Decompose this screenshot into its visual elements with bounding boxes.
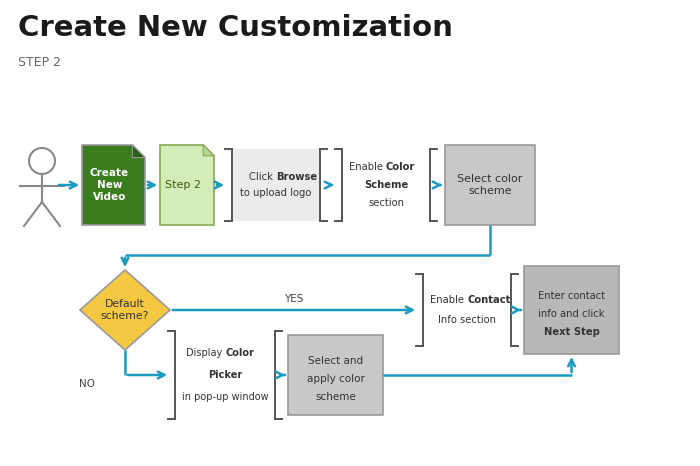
Text: Create New Customization: Create New Customization bbox=[18, 14, 453, 42]
Polygon shape bbox=[160, 145, 214, 225]
FancyBboxPatch shape bbox=[445, 145, 535, 225]
Text: Select and: Select and bbox=[308, 356, 363, 366]
Polygon shape bbox=[132, 145, 145, 158]
Text: NO: NO bbox=[79, 379, 95, 389]
Text: Default
scheme?: Default scheme? bbox=[101, 299, 149, 321]
Text: YES: YES bbox=[284, 294, 304, 304]
Text: Enable: Enable bbox=[430, 295, 467, 305]
Text: section: section bbox=[368, 198, 404, 208]
Text: Next Step: Next Step bbox=[544, 327, 599, 337]
Text: Color: Color bbox=[386, 162, 415, 172]
Text: Click: Click bbox=[249, 172, 276, 182]
Polygon shape bbox=[203, 145, 214, 156]
Text: Enter contact: Enter contact bbox=[538, 291, 605, 301]
Text: apply color: apply color bbox=[307, 374, 365, 384]
FancyBboxPatch shape bbox=[288, 335, 383, 415]
Text: Display: Display bbox=[186, 348, 225, 358]
Polygon shape bbox=[80, 270, 170, 350]
FancyBboxPatch shape bbox=[342, 149, 430, 221]
Text: STEP 2: STEP 2 bbox=[18, 56, 61, 69]
Text: Contact: Contact bbox=[467, 295, 510, 305]
Text: Color: Color bbox=[225, 348, 254, 358]
Text: Enable: Enable bbox=[349, 162, 386, 172]
Text: in pop-up window: in pop-up window bbox=[182, 392, 268, 402]
Text: info and click: info and click bbox=[538, 309, 605, 319]
Text: scheme: scheme bbox=[315, 392, 356, 402]
Text: Scheme: Scheme bbox=[364, 180, 408, 190]
Text: Select color
scheme: Select color scheme bbox=[457, 174, 523, 196]
FancyBboxPatch shape bbox=[175, 331, 275, 419]
FancyBboxPatch shape bbox=[232, 149, 320, 221]
Text: Picker: Picker bbox=[208, 370, 242, 380]
FancyBboxPatch shape bbox=[524, 266, 619, 354]
Polygon shape bbox=[82, 145, 145, 225]
Text: Browse: Browse bbox=[276, 172, 317, 182]
FancyBboxPatch shape bbox=[423, 274, 511, 346]
Text: to upload logo: to upload logo bbox=[240, 188, 312, 198]
Text: Step 2: Step 2 bbox=[165, 180, 201, 190]
Text: Create
New
Video: Create New Video bbox=[90, 168, 129, 202]
Text: Info section: Info section bbox=[438, 315, 496, 325]
